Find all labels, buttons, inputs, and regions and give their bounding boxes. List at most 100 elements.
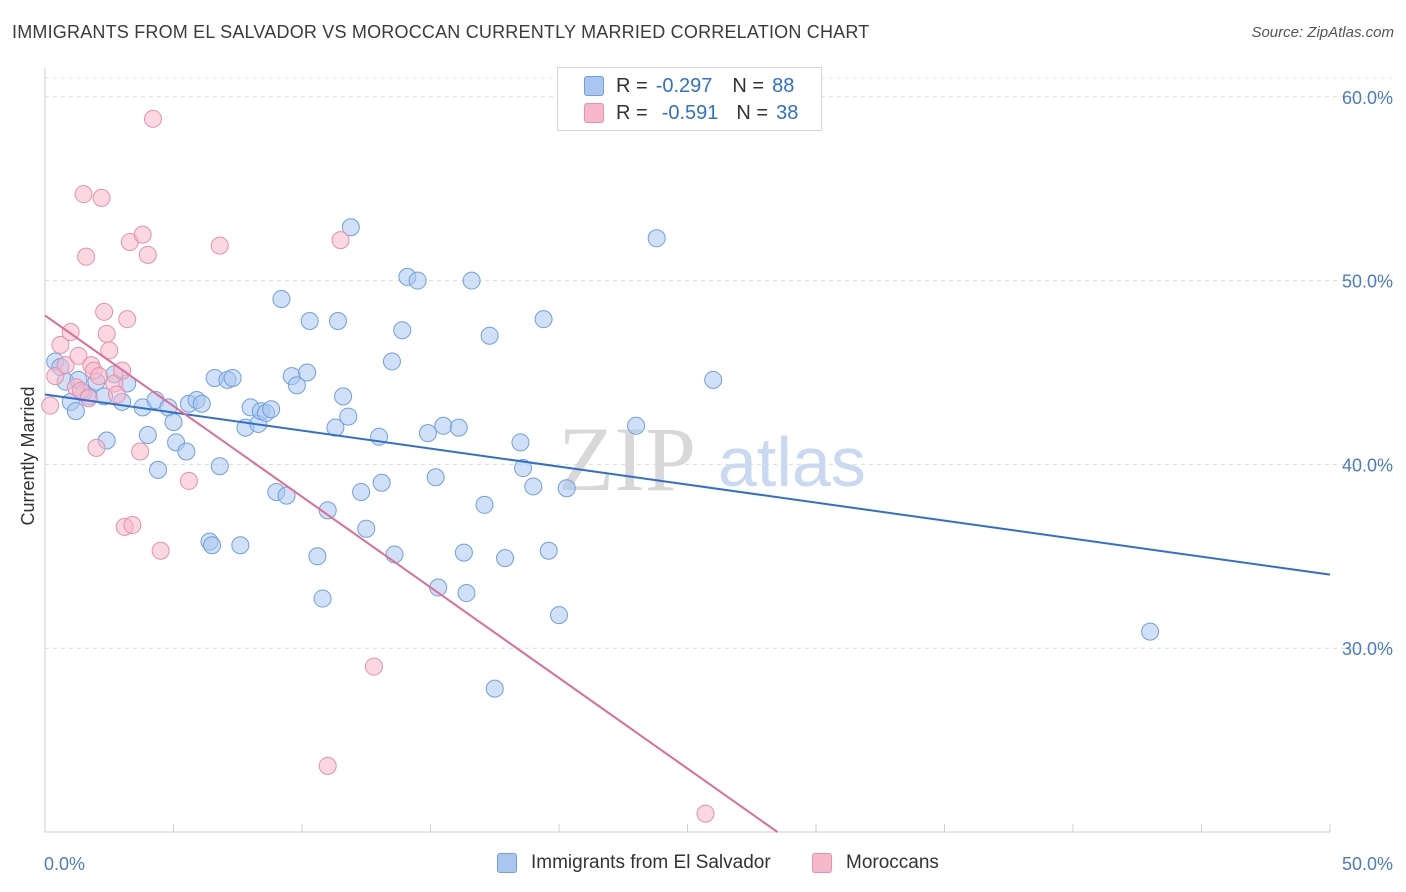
- data-point: [277, 486, 296, 505]
- legend-item-el-salvador: Immigrants from El Salvador: [497, 852, 771, 874]
- trend-line: [44, 393, 1331, 576]
- data-point: [449, 418, 468, 437]
- data-point: [696, 804, 715, 823]
- data-point: [272, 289, 291, 308]
- data-point: [149, 460, 168, 479]
- data-point: [298, 363, 317, 382]
- data-point: [56, 356, 75, 375]
- data-point: [46, 367, 65, 386]
- legend-item-moroccans: Moroccans: [812, 852, 939, 874]
- legend-n-value: 38: [776, 101, 799, 124]
- data-point: [69, 346, 88, 365]
- data-point: [331, 231, 350, 250]
- data-point: [210, 236, 229, 255]
- data-point: [364, 657, 383, 676]
- y-tick-label: 50.0%: [1342, 272, 1393, 292]
- data-point: [138, 245, 157, 264]
- data-point: [89, 367, 108, 386]
- data-point: [357, 519, 376, 538]
- data-point: [318, 501, 337, 520]
- grid-lines: [45, 77, 1392, 649]
- data-point: [100, 341, 119, 360]
- data-point: [627, 416, 646, 435]
- data-point: [210, 457, 229, 476]
- data-point: [313, 589, 332, 608]
- data-point: [480, 326, 499, 345]
- data-point: [385, 545, 404, 564]
- data-point: [231, 536, 250, 555]
- legend-row-el-salvador: R = -0.297 N = 88: [584, 73, 794, 99]
- legend-n-label: N =: [732, 74, 765, 97]
- data-point: [51, 335, 70, 354]
- data-point: [524, 477, 543, 496]
- data-point: [475, 495, 494, 514]
- y-tick-label: 40.0%: [1342, 455, 1393, 475]
- data-point: [334, 387, 353, 406]
- legend-r-label: R =: [616, 101, 648, 124]
- series-legend: Immigrants from El Salvador Moroccans: [0, 852, 1406, 880]
- data-point: [123, 516, 142, 535]
- data-point: [192, 394, 211, 413]
- data-point: [462, 271, 481, 290]
- correlation-legend: R = -0.297 N = 88 R = -0.591 N = 38: [557, 67, 822, 131]
- data-point: [97, 324, 116, 343]
- source-note: Source: ZipAtlas.com: [1251, 24, 1394, 41]
- legend-swatch-el-salvador: [584, 76, 604, 96]
- chart-title: IMMIGRANTS FROM EL SALVADOR VS MOROCCAN …: [12, 22, 870, 42]
- legend-swatch-el-salvador: [497, 853, 517, 873]
- data-point: [287, 376, 306, 395]
- data-point: [92, 188, 111, 207]
- legend-swatch-moroccans: [584, 103, 604, 123]
- data-point: [496, 549, 515, 568]
- data-point: [352, 482, 371, 501]
- data-point: [434, 416, 453, 435]
- legend-swatch-moroccans: [812, 853, 832, 873]
- data-point: [534, 310, 553, 329]
- data-point: [393, 321, 412, 340]
- data-point: [164, 413, 183, 432]
- data-point: [66, 402, 85, 421]
- data-point: [454, 543, 473, 562]
- data-point: [457, 584, 476, 603]
- trend-line: [44, 314, 779, 833]
- data-point: [308, 547, 327, 566]
- data-point: [262, 400, 281, 419]
- y-tick-label: 60.0%: [1342, 88, 1393, 108]
- data-point: [41, 396, 60, 415]
- data-point: [74, 185, 93, 204]
- data-point: [550, 606, 568, 625]
- legend-r-value: -0.591: [661, 101, 719, 124]
- data-point: [177, 442, 196, 461]
- data-point: [341, 218, 360, 237]
- data-point: [131, 442, 150, 461]
- y-axis-label: Currently Married: [18, 386, 38, 525]
- legend-r-value: -0.297: [655, 74, 713, 97]
- legend-n-label: N =: [736, 101, 769, 124]
- watermark: ZIP atlas: [558, 408, 866, 510]
- data-point: [133, 225, 152, 244]
- data-point: [704, 370, 723, 389]
- data-point: [511, 433, 530, 452]
- legend-label-el-salvador: Immigrants from El Salvador: [531, 852, 771, 873]
- legend-r-label: R =: [616, 74, 648, 97]
- data-point: [79, 389, 98, 408]
- data-point: [77, 247, 96, 266]
- series-moroccans-points: [41, 109, 715, 823]
- data-point: [408, 271, 427, 290]
- data-point: [418, 424, 437, 443]
- y-tick-label: 30.0%: [1342, 639, 1393, 659]
- data-point: [138, 425, 157, 444]
- data-point: [339, 407, 358, 426]
- legend-n-value: 88: [772, 74, 795, 97]
- data-point: [557, 479, 576, 498]
- x-tick-label: 0.0%: [44, 854, 85, 874]
- data-point: [118, 310, 137, 329]
- data-point: [107, 385, 126, 404]
- data-point: [485, 679, 504, 698]
- data-point: [426, 468, 445, 487]
- legend-label-moroccans: Moroccans: [846, 852, 939, 873]
- watermark-atlas: atlas: [718, 423, 866, 501]
- data-point: [151, 541, 170, 560]
- data-point: [87, 438, 106, 457]
